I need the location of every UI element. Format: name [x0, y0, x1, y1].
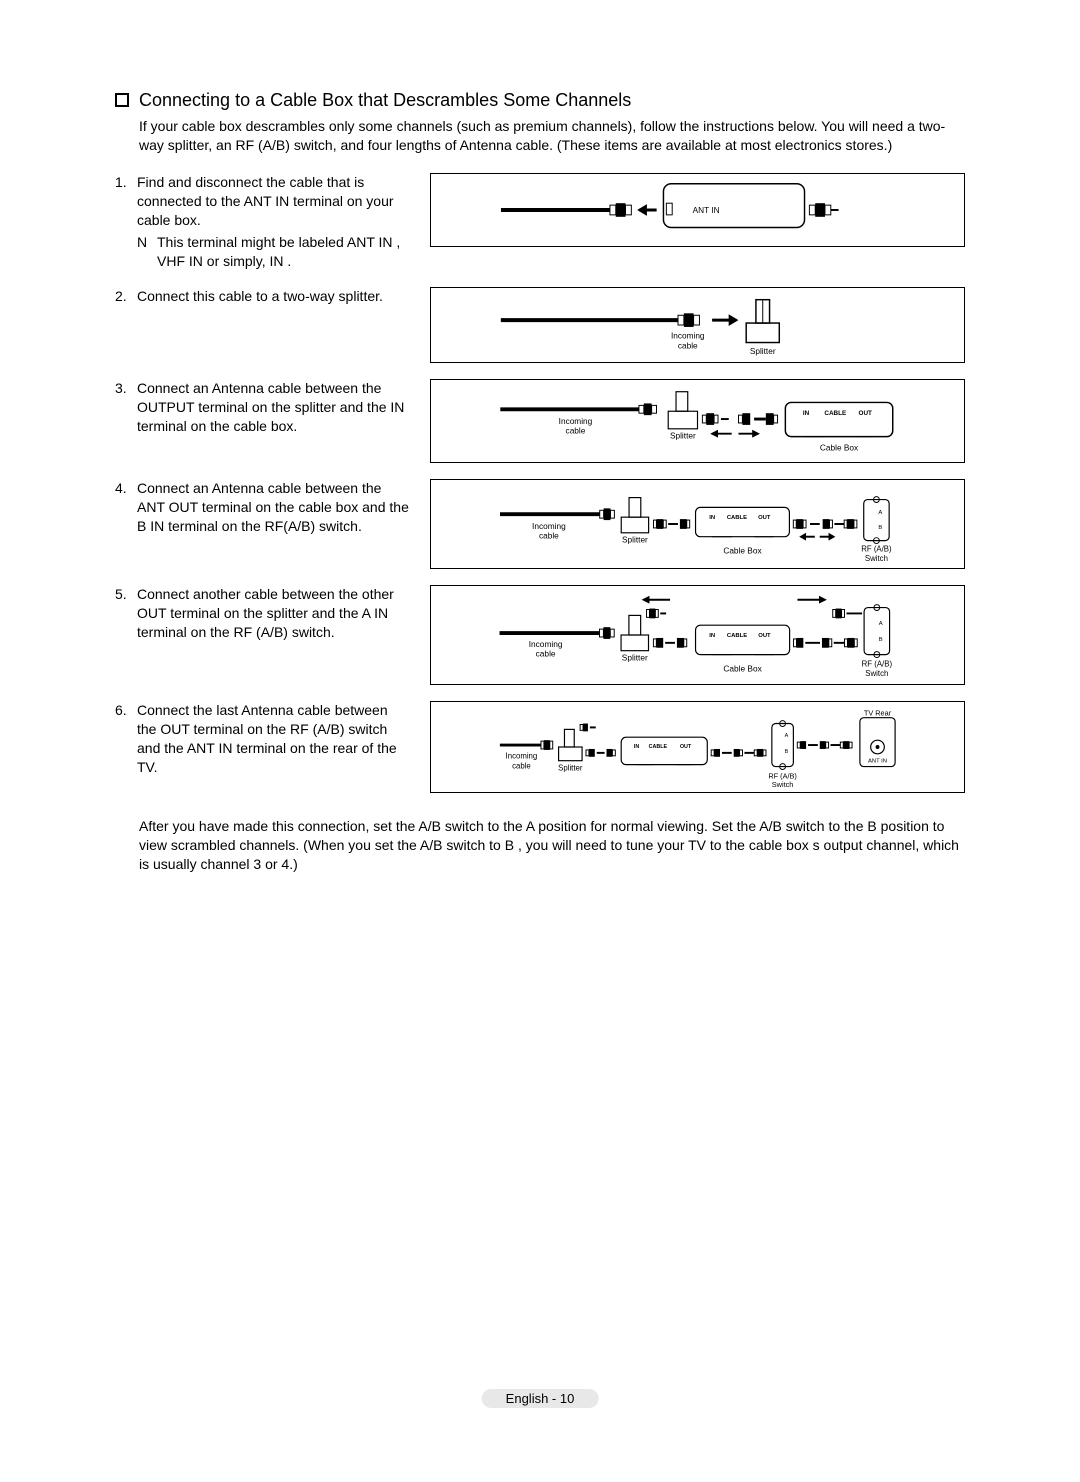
note-marker: N: [137, 233, 157, 271]
ant-in-label: ANT IN: [868, 759, 887, 765]
step-text: Find and disconnect the cable that is co…: [137, 173, 410, 230]
out-label: OUT: [680, 744, 692, 750]
cable-port-label: CABLE: [824, 410, 846, 417]
in-label: IN: [634, 744, 639, 750]
tv-rear-label: TV Rear: [864, 709, 892, 718]
diagram-6: Incoming cable Splitter: [430, 701, 965, 793]
out-label: OUT: [758, 633, 771, 639]
switch-label: Switch: [772, 780, 794, 789]
incoming-label: Incoming: [506, 752, 538, 761]
in-label: IN: [709, 633, 715, 639]
incoming-label: Incoming: [532, 521, 566, 531]
in-label: IN: [709, 515, 715, 521]
step-1: 1. Find and disconnect the cable that is…: [115, 173, 965, 271]
in-label: IN: [803, 410, 810, 417]
rf-label: RF (A/B): [861, 545, 892, 554]
step-number: 2.: [115, 287, 137, 306]
diagram-4: Incoming cable Splitter: [430, 479, 965, 569]
incoming-label: Incoming: [559, 416, 593, 426]
incoming-label: Incoming: [671, 332, 705, 341]
a-label: A: [878, 510, 882, 516]
cable-box-label: Cable Box: [723, 546, 762, 556]
after-paragraph: After you have made this connection, set…: [139, 817, 965, 874]
page-footer: English - 10: [482, 1389, 599, 1408]
cable-port-label: CABLE: [649, 744, 668, 750]
incoming-label: Incoming: [529, 639, 563, 649]
step-number: 5.: [115, 585, 137, 642]
cable-label: cable: [678, 342, 698, 351]
cable-box-label: Cable Box: [820, 443, 859, 453]
heading-text: Connecting to a Cable Box that Descrambl…: [139, 90, 631, 111]
step-3: 3. Connect an Antenna cable between the …: [115, 379, 965, 463]
note-text: This terminal might be labeled ANT IN , …: [157, 233, 410, 271]
step-5: 5. Connect another cable between the oth…: [115, 585, 965, 685]
splitter-label: Splitter: [558, 764, 583, 773]
cable-label: cable: [539, 531, 559, 541]
switch-label: Switch: [865, 554, 888, 563]
splitter-label: Splitter: [670, 431, 696, 441]
diagram-1: ANT IN: [430, 173, 965, 247]
step-text: Connect an Antenna cable between the ANT…: [137, 479, 410, 536]
bullet-icon: [115, 93, 129, 107]
out-label: OUT: [859, 410, 872, 417]
step-number: 1.: [115, 173, 137, 271]
cable-label: cable: [566, 426, 586, 436]
splitter-label: Splitter: [622, 535, 648, 545]
step-number: 4.: [115, 479, 137, 536]
b-label: B: [879, 637, 883, 643]
intro-paragraph: If your cable box descrambles only some …: [139, 117, 965, 155]
rf-label: RF (A/B): [862, 660, 893, 669]
cable-label: cable: [512, 762, 531, 771]
step-text: Connect another cable between the other …: [137, 585, 410, 642]
cable-port-label: CABLE: [727, 633, 747, 639]
step-number: 6.: [115, 701, 137, 777]
step-4: 4. Connect an Antenna cable between the …: [115, 479, 965, 569]
step-text: Connect an Antenna cable between the OUT…: [137, 379, 410, 436]
a-label: A: [879, 621, 883, 627]
out-label: OUT: [758, 515, 771, 521]
step-2: 2. Connect this cable to a two-way split…: [115, 287, 965, 363]
step-number: 3.: [115, 379, 137, 436]
switch-label: Switch: [865, 669, 888, 678]
splitter-label: Splitter: [622, 653, 648, 663]
cable-box-label: Cable Box: [723, 663, 762, 673]
splitter-label: Splitter: [750, 347, 776, 356]
cable-label: cable: [536, 649, 556, 659]
diagram-5: Incoming cable Splitter: [430, 585, 965, 685]
step-text: Connect this cable to a two-way splitter…: [137, 287, 410, 306]
section-heading: Connecting to a Cable Box that Descrambl…: [115, 90, 965, 111]
ant-in-label: ANT IN: [693, 206, 720, 215]
rf-label: RF (A/B): [768, 772, 797, 781]
diagram-3: Incoming cable Splitter: [430, 379, 965, 463]
cable-port-label: CABLE: [727, 515, 747, 521]
b-label: B: [785, 749, 789, 755]
b-label: B: [878, 525, 882, 531]
diagram-2: Incoming cable Splitter: [430, 287, 965, 363]
step-6: 6. Connect the last Antenna cable betwee…: [115, 701, 965, 793]
step-text: Connect the last Antenna cable between t…: [137, 701, 410, 777]
a-label: A: [785, 733, 789, 739]
